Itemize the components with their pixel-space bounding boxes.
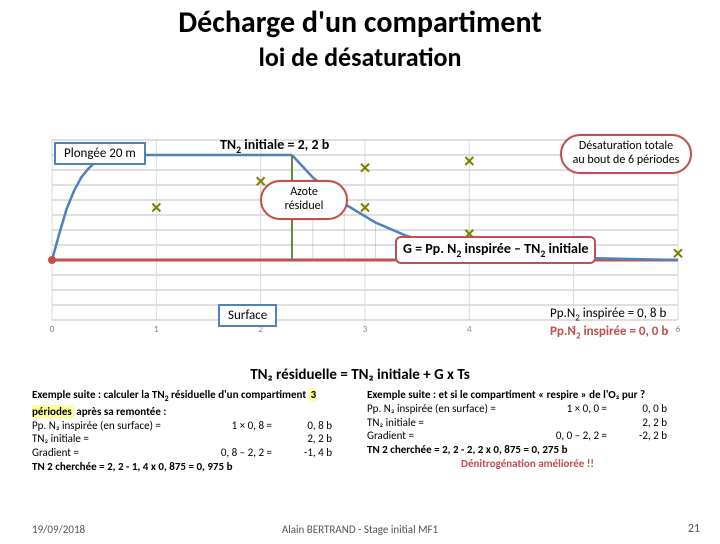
table-row: TN₂ initiale =2, 2 b [367,416,688,430]
left-example: Exemple suite : calculer la TN2 résiduel… [32,388,353,474]
table-row: Gradient =0, 8 – 2, 2 =-1, 4 b [32,446,353,460]
page-title: Décharge d'un compartiment [0,4,720,41]
table-row: Pp. N₂ inspirée (en surface) =1 × 0, 0 =… [367,402,688,416]
tn2-init-label: TN2 initiale = 2, 2 b [220,136,329,156]
svg-text:4: 4 [467,324,472,334]
footer-page: 21 [688,522,700,536]
pp00-label: Pp.N2 inspirée = 0, 0 b [550,324,668,342]
svg-text:3: 3 [363,324,368,334]
svg-text:0: 0 [50,324,55,334]
azote-callout: Azote résiduel [260,180,348,220]
formula: TN₂ résiduelle = TN₂ initiale + G x Ts [32,366,688,384]
table-row: TN₂ initiale =2, 2 b [32,432,353,446]
right-example: Exemple suite : et si le compartiment « … [367,388,688,474]
desat-callout: Désaturation totale au bout de 6 période… [560,134,692,174]
table-row: Gradient =0, 0 – 2, 2 =-2, 2 b [367,429,688,443]
plongee-label: Plongée 20 m [54,142,146,165]
table-row: Pp. N₂ inspirée (en surface) =1 × 0, 8 =… [32,419,353,433]
svg-text:6: 6 [676,324,681,334]
surface-label: Surface [218,304,277,327]
g-equation: G = Pp. N2 inspirée – TN2 initiale [395,236,596,264]
pp08-label: Pp.N2 inspirée = 0, 8 b [550,306,666,324]
bottom-section: TN₂ résiduelle = TN₂ initiale + G x Ts E… [32,364,688,474]
page-subtitle: loi de désaturation [0,41,720,73]
svg-text:1: 1 [154,324,159,334]
footer-author: Alain BERTRAND - Stage initial MF1 [0,523,720,536]
